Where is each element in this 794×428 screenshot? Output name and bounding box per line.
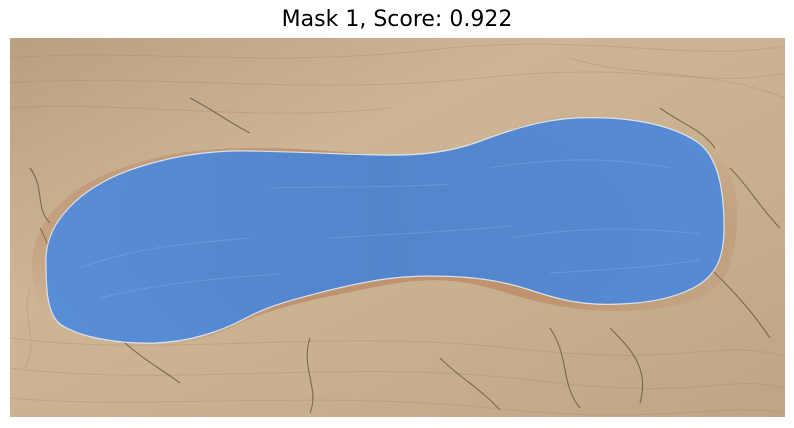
mask-texture xyxy=(79,159,701,299)
segmentation-image xyxy=(10,38,785,417)
segmentation-mask xyxy=(45,117,725,344)
figure-title: Mask 1, Score: 0.922 xyxy=(281,7,513,32)
image-canvas xyxy=(10,38,785,417)
